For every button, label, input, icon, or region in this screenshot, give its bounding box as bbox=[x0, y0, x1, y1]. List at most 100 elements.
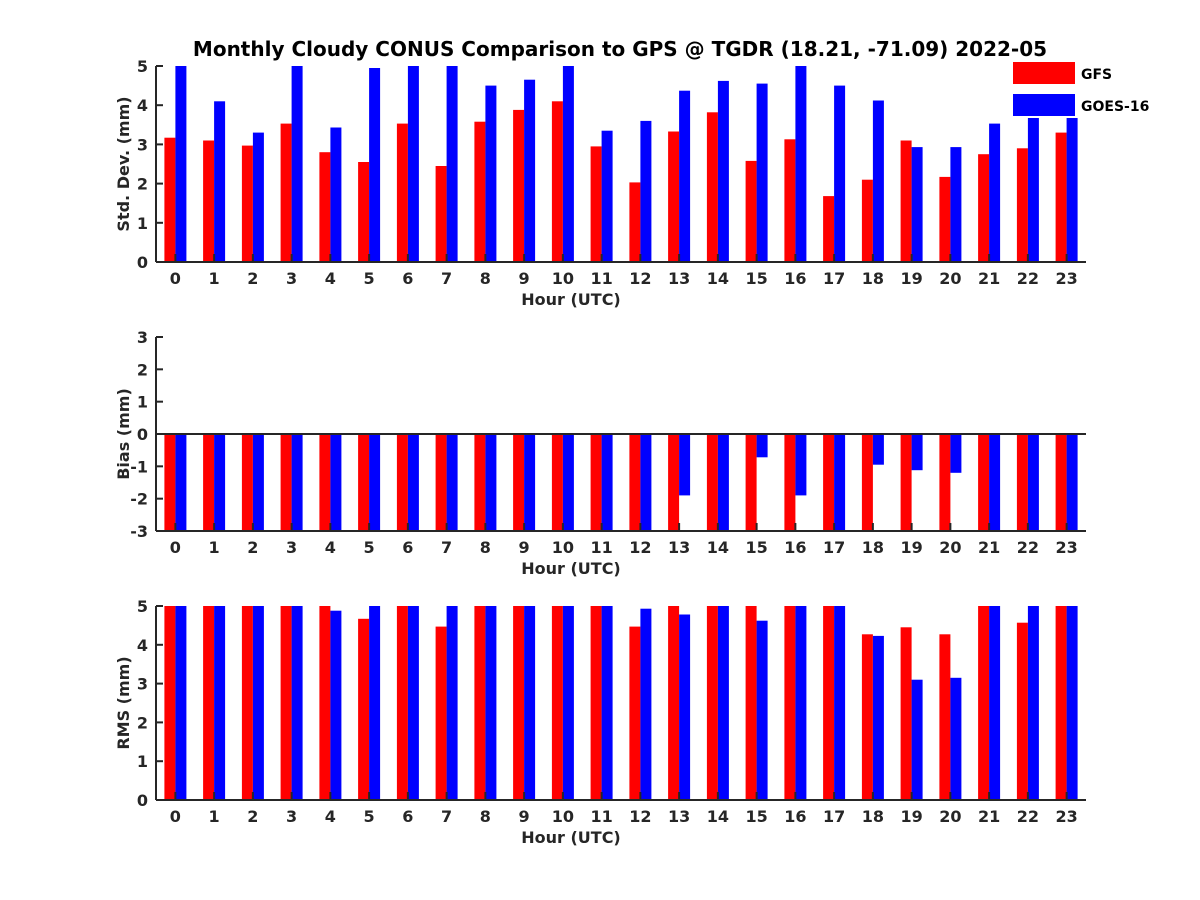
rms-x-tick-label: 4 bbox=[325, 807, 336, 826]
bias-bar-gfs-19 bbox=[900, 434, 912, 531]
bias-bar-gfs-9 bbox=[513, 434, 525, 531]
rms-bar-gfs-2 bbox=[241, 606, 253, 800]
bias-bar-gfs-2 bbox=[241, 434, 253, 531]
std-dev-bar-gfs-11 bbox=[590, 146, 602, 262]
std-dev-x-tick-label: 19 bbox=[900, 269, 922, 288]
std-dev-bar-goes16-9 bbox=[524, 79, 536, 262]
bias-bar-goes16-18 bbox=[872, 434, 884, 465]
std-dev-bar-gfs-15 bbox=[745, 160, 757, 262]
std-dev-y-tick-label: 0 bbox=[137, 253, 148, 272]
bias-x-tick-label: 8 bbox=[480, 538, 491, 557]
rms-bar-gfs-21 bbox=[978, 606, 990, 800]
rms-bar-goes16-16 bbox=[795, 606, 807, 800]
rms-x-tick-label: 0 bbox=[170, 807, 181, 826]
std-dev-bar-goes16-20 bbox=[950, 147, 962, 262]
rms-x-tick-label: 13 bbox=[668, 807, 690, 826]
std-dev-x-tick-label: 21 bbox=[978, 269, 1000, 288]
std-dev-x-tick-label: 1 bbox=[209, 269, 220, 288]
bias-y-tick-label: 2 bbox=[137, 360, 148, 379]
std-dev-bar-goes16-6 bbox=[407, 66, 419, 262]
bias-bar-goes16-15 bbox=[756, 434, 768, 458]
chart-title: Monthly Cloudy CONUS Comparison to GPS @… bbox=[193, 37, 1047, 61]
rms-bar-gfs-1 bbox=[203, 606, 215, 800]
rms-bar-goes16-17 bbox=[834, 606, 846, 800]
rms-bar-gfs-14 bbox=[706, 606, 718, 800]
rms-y-tick-label: 0 bbox=[137, 791, 148, 810]
std-dev-x-tick-label: 8 bbox=[480, 269, 491, 288]
bias-x-tick-label: 16 bbox=[784, 538, 806, 557]
rms-x-tick-label: 11 bbox=[590, 807, 612, 826]
std-dev-x-tick-label: 2 bbox=[247, 269, 258, 288]
rms-bar-goes16-23 bbox=[1066, 606, 1078, 800]
rms-x-tick-label: 7 bbox=[441, 807, 452, 826]
bias-x-tick-label: 6 bbox=[402, 538, 413, 557]
std-dev-x-tick-label: 3 bbox=[286, 269, 297, 288]
bias-bar-goes16-16 bbox=[795, 434, 807, 496]
std-dev-x-tick-label: 4 bbox=[325, 269, 336, 288]
rms-bar-gfs-0 bbox=[164, 606, 176, 800]
rms-x-tick-label: 20 bbox=[939, 807, 961, 826]
std-dev-x-tick-label: 17 bbox=[823, 269, 845, 288]
std-dev-bar-goes16-2 bbox=[252, 132, 264, 262]
std-dev-x-tick-label: 20 bbox=[939, 269, 961, 288]
legend-label-gfs: GFS bbox=[1081, 67, 1112, 83]
bias-bar-gfs-18 bbox=[861, 434, 873, 531]
std-dev-bar-gfs-23 bbox=[1055, 132, 1067, 262]
std-dev-y-axis-label: Std. Dev. (mm) bbox=[114, 96, 133, 231]
bias-bar-goes16-17 bbox=[834, 434, 846, 531]
rms-bar-goes16-4 bbox=[330, 610, 342, 800]
std-dev-bar-goes16-5 bbox=[369, 68, 381, 262]
rms-x-tick-label: 21 bbox=[978, 807, 1000, 826]
std-dev-bar-gfs-12 bbox=[629, 182, 641, 262]
rms-x-tick-label: 12 bbox=[629, 807, 651, 826]
bias-x-tick-label: 12 bbox=[629, 538, 651, 557]
rms-bar-goes16-21 bbox=[989, 606, 1001, 800]
std-dev-bar-goes16-1 bbox=[214, 101, 226, 262]
rms-bar-gfs-5 bbox=[358, 618, 370, 800]
std-dev-bar-goes16-8 bbox=[485, 85, 497, 262]
rms-x-tick-label: 5 bbox=[364, 807, 375, 826]
std-dev-bar-goes16-22 bbox=[1027, 101, 1039, 262]
std-dev-bar-gfs-21 bbox=[978, 154, 990, 262]
std-dev-x-tick-label: 11 bbox=[590, 269, 612, 288]
std-dev-bar-gfs-10 bbox=[551, 101, 563, 262]
std-dev-x-tick-label: 12 bbox=[629, 269, 651, 288]
std-dev-bar-gfs-6 bbox=[396, 123, 408, 262]
bias-x-tick-label: 22 bbox=[1017, 538, 1039, 557]
legend-swatch-gfs bbox=[1013, 62, 1075, 84]
std-dev-x-tick-label: 23 bbox=[1055, 269, 1077, 288]
std-dev-bar-goes16-21 bbox=[989, 123, 1001, 262]
std-dev-x-tick-label: 6 bbox=[402, 269, 413, 288]
std-dev-bar-gfs-1 bbox=[203, 140, 215, 262]
bias-bar-gfs-6 bbox=[396, 434, 408, 531]
rms-bar-gfs-7 bbox=[435, 626, 447, 800]
std-dev-x-tick-label: 16 bbox=[784, 269, 806, 288]
rms-bar-gfs-16 bbox=[784, 606, 796, 800]
rms-bar-gfs-6 bbox=[396, 606, 408, 800]
std-dev-y-tick-label: 1 bbox=[137, 214, 148, 233]
rms-bar-goes16-11 bbox=[601, 606, 613, 800]
rms-bar-goes16-5 bbox=[369, 606, 381, 800]
bias-bar-goes16-12 bbox=[640, 434, 652, 531]
rms-bar-goes16-7 bbox=[446, 606, 458, 800]
bias-x-axis-label: Hour (UTC) bbox=[521, 559, 621, 578]
std-dev-bar-gfs-16 bbox=[784, 139, 796, 262]
std-dev-bar-gfs-18 bbox=[861, 179, 873, 262]
rms-y-tick-label: 3 bbox=[137, 675, 148, 694]
bias-y-tick-label: 0 bbox=[137, 425, 148, 444]
bias-x-tick-label: 15 bbox=[745, 538, 767, 557]
std-dev-x-tick-label: 14 bbox=[707, 269, 729, 288]
std-dev-y-tick-label: 4 bbox=[137, 96, 148, 115]
rms-bar-goes16-10 bbox=[562, 606, 574, 800]
bias-y-tick-label: 1 bbox=[137, 393, 148, 412]
rms-bar-gfs-23 bbox=[1055, 606, 1067, 800]
std-dev-bar-gfs-22 bbox=[1016, 148, 1028, 262]
rms-y-tick-label: 2 bbox=[137, 713, 148, 732]
bias-bar-gfs-20 bbox=[939, 434, 951, 531]
std-dev-bar-goes16-10 bbox=[562, 66, 574, 262]
bias-bar-gfs-17 bbox=[823, 434, 835, 531]
rms-x-tick-label: 3 bbox=[286, 807, 297, 826]
rms-bar-goes16-8 bbox=[485, 606, 497, 800]
bias-x-tick-label: 3 bbox=[286, 538, 297, 557]
bias-y-tick-label: -2 bbox=[130, 490, 148, 509]
